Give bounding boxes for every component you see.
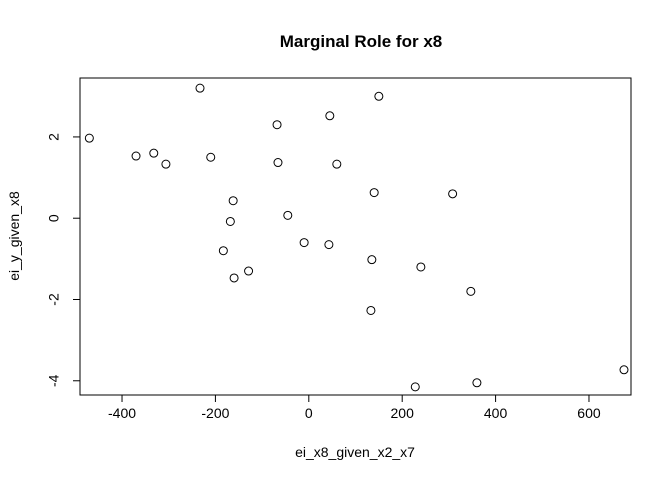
y-tick-label: -2 bbox=[46, 293, 62, 306]
x-tick-label: -200 bbox=[201, 405, 229, 421]
data-point-16 bbox=[325, 111, 335, 121]
data-point-18 bbox=[366, 305, 376, 315]
data-point-7 bbox=[225, 216, 235, 226]
data-point-22 bbox=[410, 382, 420, 392]
x-axis-label: ei_x8_given_x2_x7 bbox=[295, 444, 415, 460]
points-layer bbox=[84, 83, 629, 392]
data-point-13 bbox=[283, 210, 293, 220]
data-point-2 bbox=[149, 148, 159, 158]
x-tick-label: 400 bbox=[484, 405, 508, 421]
data-point-23 bbox=[416, 262, 426, 272]
data-point-3 bbox=[161, 159, 171, 169]
y-tick-label: -4 bbox=[46, 374, 62, 387]
y-tick-label: 0 bbox=[46, 214, 62, 222]
data-point-12 bbox=[273, 158, 283, 168]
y-axis: -4 -2 0 2 bbox=[46, 133, 81, 387]
data-point-26 bbox=[472, 378, 482, 388]
data-point-14 bbox=[299, 238, 309, 248]
data-point-21 bbox=[374, 91, 384, 101]
data-point-5 bbox=[206, 152, 216, 162]
data-point-19 bbox=[367, 255, 377, 265]
data-point-9 bbox=[229, 273, 239, 283]
data-point-8 bbox=[228, 196, 238, 206]
y-axis-label: ei_y_given_x8 bbox=[6, 191, 22, 281]
data-point-0 bbox=[84, 133, 94, 143]
data-point-4 bbox=[195, 83, 205, 93]
data-point-25 bbox=[466, 286, 476, 296]
x-axis: -400 -200 0 200 400 600 bbox=[108, 394, 601, 421]
x-tick-label: 0 bbox=[305, 405, 313, 421]
x-tick-label: -400 bbox=[108, 405, 136, 421]
y-tick-label: 2 bbox=[46, 133, 62, 141]
data-point-11 bbox=[272, 120, 282, 130]
data-point-10 bbox=[244, 266, 254, 276]
data-point-15 bbox=[324, 240, 334, 250]
data-point-6 bbox=[218, 246, 228, 256]
data-point-17 bbox=[332, 159, 342, 169]
x-tick-label: 200 bbox=[391, 405, 415, 421]
plot-frame bbox=[79, 77, 632, 396]
chart-title: Marginal Role for x8 bbox=[280, 32, 442, 51]
data-point-27 bbox=[619, 365, 629, 375]
data-point-1 bbox=[131, 151, 141, 161]
data-point-20 bbox=[369, 188, 379, 198]
x-tick-label: 600 bbox=[577, 405, 601, 421]
data-point-24 bbox=[448, 189, 458, 199]
